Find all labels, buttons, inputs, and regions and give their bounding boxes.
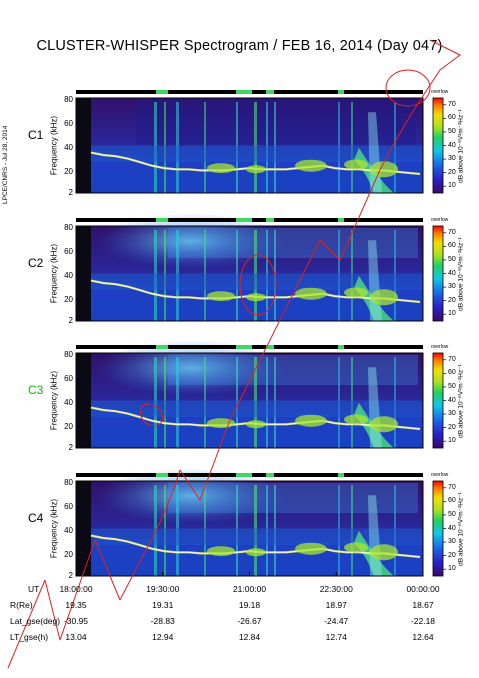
colorbar-title: dB above 10⁻⁸V²m⁻²Hz⁻¹ [457,108,465,183]
ephemeris-value: 12.94 [152,632,174,642]
y-axis-title: Frequency (kHz) [49,243,59,303]
ephemeris-value: 13.04 [65,632,87,642]
ephemeris-row-label: UT [28,584,40,594]
y-tick-label: 40 [64,525,73,535]
ephemeris-value: 19.31 [152,600,174,610]
ephemeris-value: -26.67 [237,616,262,626]
ephemeris-value: 00:00:00 [406,584,440,594]
colorbar-tick: 40 [448,141,456,149]
satellite-label: C4 [28,511,44,525]
ephemeris-value: 19.35 [65,600,87,610]
ephemeris-row-label: LT_gse(h) [10,632,49,642]
y-tick-label: 40 [64,397,73,407]
satellite-label: C1 [28,128,44,142]
colorbar-overflow-label: overlow [431,344,449,350]
colorbar-tick: 40 [448,524,456,532]
ephemeris-value: 21:00:00 [232,584,267,594]
y-tick-label: 2 [68,571,73,580]
colorbar-tick: 30 [448,538,456,546]
colorbar [432,480,446,577]
colorbar-title: dB above 10⁻⁸V²m⁻²Hz⁻¹ [457,491,465,566]
panel-C1 [75,90,424,194]
colorbar-tick: 60 [448,369,456,377]
colorbar-overflow-label: overlow [431,217,449,223]
ephemeris-value: -30.95 [63,616,89,626]
y-tick-label: 60 [64,247,73,257]
y-tick-label: 20 [64,549,73,559]
panel-C3 [75,340,424,449]
colorbar-tick: 30 [448,155,456,163]
colorbar [432,97,446,194]
colorbar-tick: 50 [448,127,456,135]
ephemeris-value: 18.97 [325,600,347,610]
y-tick-label: 80 [64,478,73,488]
y-tick-label: 80 [64,223,73,233]
colorbar-tick: 20 [448,296,456,304]
y-tick-label: 20 [64,166,73,176]
y-tick-label: 60 [64,502,73,512]
colorbar [432,352,446,449]
ephemeris-value: 18.67 [412,600,434,610]
colorbar-tick: 50 [448,510,456,518]
colorbar-tick: 10 [448,182,456,190]
colorbar [432,225,446,322]
ephemeris-value: 19.18 [238,600,261,610]
y-tick-label: 2 [68,443,73,452]
ephemeris-row-label: R(Re) [10,600,33,610]
colorbar-tick: 70 [448,228,456,236]
y-axis-title: Frequency (kHz) [49,370,59,430]
ephemeris-value: 22:30:00 [319,584,353,594]
ephemeris-value: -24.47 [324,616,349,626]
colorbar-tick: 20 [448,551,456,559]
colorbar-tick: 10 [448,565,456,573]
colorbar-title: dB above 10⁻⁸V²m⁻²Hz⁻¹ [457,363,465,438]
colorbar-tick: 70 [448,483,456,491]
y-tick-label: 2 [68,316,73,325]
colorbar-tick: 20 [448,423,456,431]
handwritten-annotation [7,39,461,669]
spectrogram-title: CLUSTER-WHISPER Spectrogram / FEB 16, 20… [36,38,443,54]
y-tick-label: 40 [64,270,73,280]
y-tick-label: 80 [64,350,73,360]
colorbar-tick: 60 [448,497,456,505]
colorbar-tick: 40 [448,396,456,404]
colorbar-tick: 30 [448,410,456,418]
colorbar-tick: 50 [448,255,456,263]
colorbar-tick: 60 [448,242,456,250]
satellite-label: C3 [28,383,44,397]
ephemeris-value: 12.84 [238,632,261,642]
colorbar-tick: 70 [448,355,456,363]
colorbar-title: dB above 10⁻⁸V²m⁻²Hz⁻¹ [457,236,465,311]
y-tick-label: 40 [64,142,73,152]
colorbar-tick: 40 [448,269,456,277]
ephemeris-value: 18:00:00 [59,584,93,594]
colorbar-overflow-label: overlow [431,89,449,95]
colorbar-tick: 70 [448,100,456,108]
colorbar-tick: 10 [448,437,456,445]
y-tick-label: 20 [64,294,73,304]
y-axis-title: Frequency (kHz) [49,498,59,558]
colorbar-tick: 10 [448,310,456,318]
satellite-label: C2 [28,256,44,270]
ephemeris-value: -22.18 [410,616,436,626]
y-tick-label: 2 [68,188,73,197]
y-axis-title: Frequency (kHz) [49,115,59,175]
colorbar-tick: 20 [448,168,456,176]
y-tick-label: 80 [64,95,73,105]
colorbar-tick: 50 [448,382,456,390]
ephemeris-value: 12.64 [412,632,434,642]
colorbar-tick: 60 [448,114,456,122]
ephemeris-value: 19:30:00 [146,584,180,594]
colorbar-tick: 30 [448,283,456,291]
ephemeris-row-label: Lat_gse(deg) [10,616,61,626]
y-tick-label: 60 [64,374,73,384]
panel-C2 [75,213,424,322]
ephemeris-value: 12.74 [325,632,347,642]
panel-C4 [75,468,424,577]
y-tick-label: 20 [64,421,73,431]
y-tick-label: 60 [64,119,73,129]
ephemeris-value: -28.83 [150,616,175,626]
colorbar-overflow-label: overlow [431,472,449,478]
